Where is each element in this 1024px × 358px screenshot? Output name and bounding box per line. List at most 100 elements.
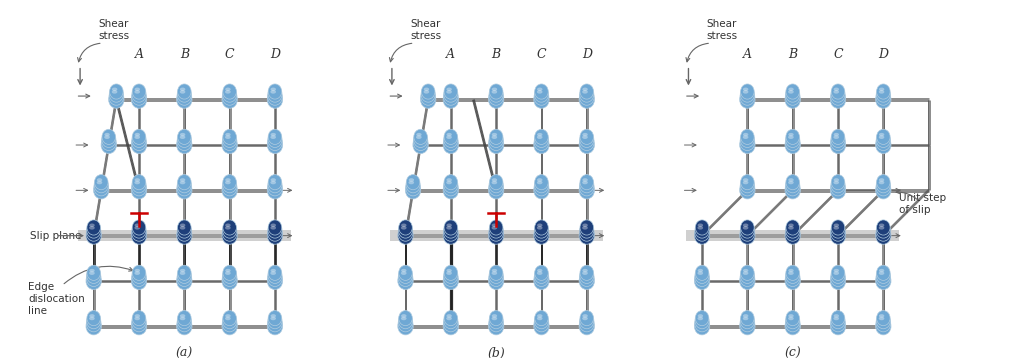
Ellipse shape (132, 222, 146, 238)
Ellipse shape (446, 135, 452, 139)
Ellipse shape (86, 227, 101, 244)
Ellipse shape (492, 138, 498, 142)
Ellipse shape (102, 129, 116, 144)
Ellipse shape (488, 318, 504, 335)
Ellipse shape (224, 276, 230, 280)
Ellipse shape (94, 175, 108, 190)
Ellipse shape (535, 89, 549, 105)
Ellipse shape (134, 90, 140, 94)
Ellipse shape (742, 93, 749, 96)
Ellipse shape (132, 225, 146, 241)
Ellipse shape (134, 269, 140, 272)
Ellipse shape (176, 227, 193, 244)
Ellipse shape (535, 267, 549, 284)
Ellipse shape (580, 220, 594, 235)
Ellipse shape (101, 136, 117, 154)
Ellipse shape (743, 133, 749, 136)
Ellipse shape (176, 272, 193, 290)
Ellipse shape (489, 222, 503, 238)
Ellipse shape (740, 84, 754, 99)
Ellipse shape (833, 322, 839, 326)
Ellipse shape (488, 136, 504, 154)
Ellipse shape (740, 132, 755, 147)
Ellipse shape (179, 231, 185, 235)
Ellipse shape (222, 177, 237, 193)
Ellipse shape (694, 270, 710, 286)
Ellipse shape (879, 178, 885, 182)
Ellipse shape (785, 265, 800, 280)
Ellipse shape (537, 90, 543, 94)
Ellipse shape (787, 183, 794, 187)
Ellipse shape (180, 90, 185, 94)
Ellipse shape (223, 175, 237, 190)
Ellipse shape (580, 310, 594, 326)
Ellipse shape (225, 226, 230, 229)
Ellipse shape (89, 322, 95, 326)
Ellipse shape (446, 181, 452, 184)
Ellipse shape (537, 314, 543, 318)
Ellipse shape (697, 274, 703, 277)
Ellipse shape (488, 227, 504, 244)
Ellipse shape (830, 227, 846, 244)
Ellipse shape (103, 140, 110, 144)
Ellipse shape (270, 135, 276, 139)
Ellipse shape (86, 272, 101, 290)
Ellipse shape (740, 225, 755, 241)
Ellipse shape (89, 319, 95, 323)
Ellipse shape (877, 310, 890, 326)
Ellipse shape (268, 86, 282, 102)
Ellipse shape (222, 225, 237, 241)
Ellipse shape (876, 134, 891, 151)
Ellipse shape (222, 227, 238, 244)
Ellipse shape (785, 315, 800, 332)
Ellipse shape (268, 313, 282, 329)
Ellipse shape (787, 276, 794, 280)
Ellipse shape (409, 178, 414, 182)
Ellipse shape (444, 84, 458, 99)
Ellipse shape (443, 132, 458, 147)
Ellipse shape (830, 267, 845, 284)
Ellipse shape (695, 313, 710, 329)
Ellipse shape (489, 177, 503, 193)
Ellipse shape (112, 90, 118, 94)
Ellipse shape (443, 272, 459, 290)
Ellipse shape (132, 129, 145, 144)
Ellipse shape (223, 310, 237, 326)
Ellipse shape (788, 226, 794, 229)
Ellipse shape (177, 132, 191, 147)
Ellipse shape (224, 95, 230, 99)
Ellipse shape (830, 315, 846, 332)
Ellipse shape (739, 318, 755, 335)
Ellipse shape (580, 222, 594, 238)
Ellipse shape (179, 322, 185, 326)
Ellipse shape (743, 88, 749, 91)
Ellipse shape (398, 267, 413, 284)
Ellipse shape (879, 181, 885, 184)
Ellipse shape (879, 269, 885, 272)
Ellipse shape (492, 269, 498, 272)
Ellipse shape (830, 272, 846, 290)
Ellipse shape (830, 91, 846, 108)
Ellipse shape (879, 133, 885, 136)
Ellipse shape (104, 138, 110, 142)
Ellipse shape (443, 315, 458, 332)
Ellipse shape (694, 225, 710, 241)
Ellipse shape (443, 136, 459, 154)
Ellipse shape (268, 220, 282, 235)
Ellipse shape (134, 223, 140, 227)
Ellipse shape (222, 132, 237, 147)
Ellipse shape (409, 181, 414, 184)
Ellipse shape (739, 136, 755, 154)
Ellipse shape (400, 319, 407, 323)
Ellipse shape (833, 231, 839, 235)
Ellipse shape (134, 88, 140, 91)
Bar (78, 230, 291, 241)
Ellipse shape (697, 271, 703, 275)
Ellipse shape (579, 272, 595, 290)
Ellipse shape (134, 226, 140, 229)
Ellipse shape (583, 181, 588, 184)
Ellipse shape (270, 223, 276, 227)
Ellipse shape (785, 179, 800, 196)
Ellipse shape (537, 223, 543, 227)
Ellipse shape (488, 179, 504, 196)
